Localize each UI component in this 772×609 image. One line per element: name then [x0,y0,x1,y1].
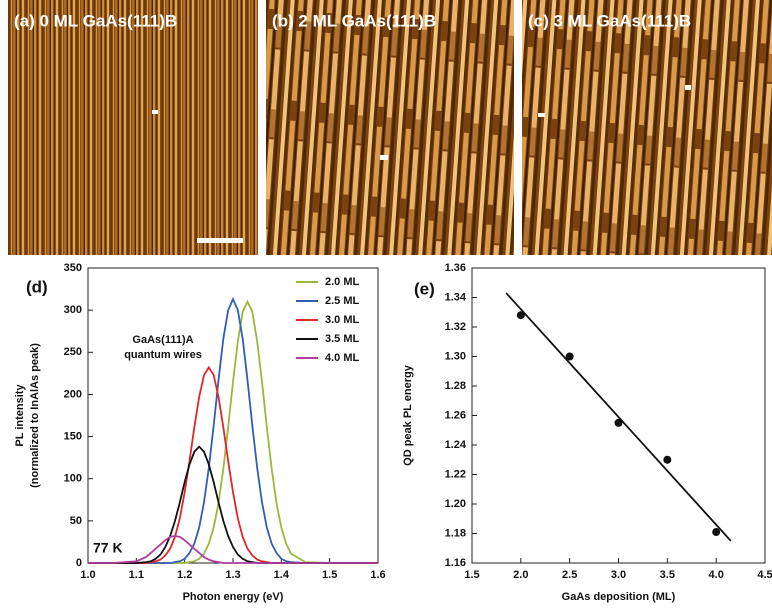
annotation: GaAs(111)A [132,334,193,346]
y-tick-label: 1.18 [445,527,466,539]
y-axis-label: QD peak PL energy [402,364,414,466]
y-tick-label: 250 [64,346,82,358]
panel-label: (b) 2 ML GaAs(111)B [272,11,436,30]
data-point [663,455,672,464]
afm-image-c [522,0,772,255]
plot-frame [471,267,766,564]
legend-label: 3.0 ML [325,314,360,326]
x-tick-label: 1.1 [129,569,144,581]
series-line [88,445,378,564]
y-tick-label: 200 [64,388,82,400]
x-tick-label: 3.5 [660,569,675,581]
x-axis-label: Photon energy (eV) [183,591,284,603]
series-line [88,296,378,564]
legend-label: 2.5 ML [325,295,360,307]
y-tick-label: 100 [64,473,82,485]
x-tick-label: 1.0 [80,569,95,581]
y-tick-label: 150 [64,430,82,442]
x-tick-label: 1.3 [225,569,240,581]
y-tick-label: 300 [64,304,82,316]
y-tick-label: 1.28 [445,380,466,392]
speck [380,155,388,160]
y-tick-label: 1.32 [445,321,466,333]
annotation: quantum wires [124,349,202,361]
data-point [565,352,574,361]
x-tick-label: 2.0 [513,569,528,581]
x-tick-label: 1.2 [177,569,192,581]
y-tick-label: 1.16 [445,557,466,569]
scale-bar [197,238,243,243]
y-tick-label: 350 [64,262,82,274]
fit-line [505,292,732,542]
panel-title: (e) [414,279,435,298]
annotation: 77 K [93,540,123,556]
y-tick-label: 0 [76,557,82,569]
x-tick-label: 1.5 [322,569,337,581]
data-point [614,418,623,427]
panel-label: (a) 0 ML GaAs(111)B [14,11,177,30]
series-line [88,365,378,564]
y-tick-label: 1.36 [445,262,466,274]
y-tick-label: 1.34 [445,291,467,303]
legend-label: 2.0 ML [325,276,360,288]
y-tick-label: 1.22 [445,468,466,480]
x-tick-label: 1.6 [370,569,385,581]
legend-label: 3.5 ML [325,333,360,345]
y-tick-label: 1.26 [445,409,466,421]
x-tick-label: 1.5 [464,569,479,581]
panel-label: (c) 3 ML GaAs(111)B [528,11,691,30]
afm-image-b [266,0,514,255]
y-tick-label: 1.24 [445,439,467,451]
y-axis-label: (normalized to InAlAs peak) [29,343,41,488]
x-tick-label: 3.0 [611,569,626,581]
data-point [516,311,525,320]
y-tick-label: 50 [70,515,82,527]
x-tick-label: 1.4 [274,569,290,581]
speck [152,110,158,114]
series-line [88,535,378,564]
y-tick-label: 1.20 [445,498,466,510]
panel-title: (d) [26,277,48,296]
x-tick-label: 2.5 [562,569,577,581]
legend-label: 4.0 ML [325,352,360,364]
data-point [712,528,721,537]
speck [538,113,545,117]
speck [685,85,691,90]
y-tick-label: 1.30 [445,350,466,362]
afm-panels: (a) 0 ML GaAs(111)B (b) 2 ML GaAs(111)B … [8,0,772,255]
x-tick-label: 4.5 [757,569,772,581]
x-axis-label: GaAs deposition (ML) [562,591,676,603]
x-tick-label: 4.0 [709,569,724,581]
y-axis-label: PL intensity [14,384,26,447]
plot-frame [87,267,379,564]
afm-image-a [8,0,258,255]
